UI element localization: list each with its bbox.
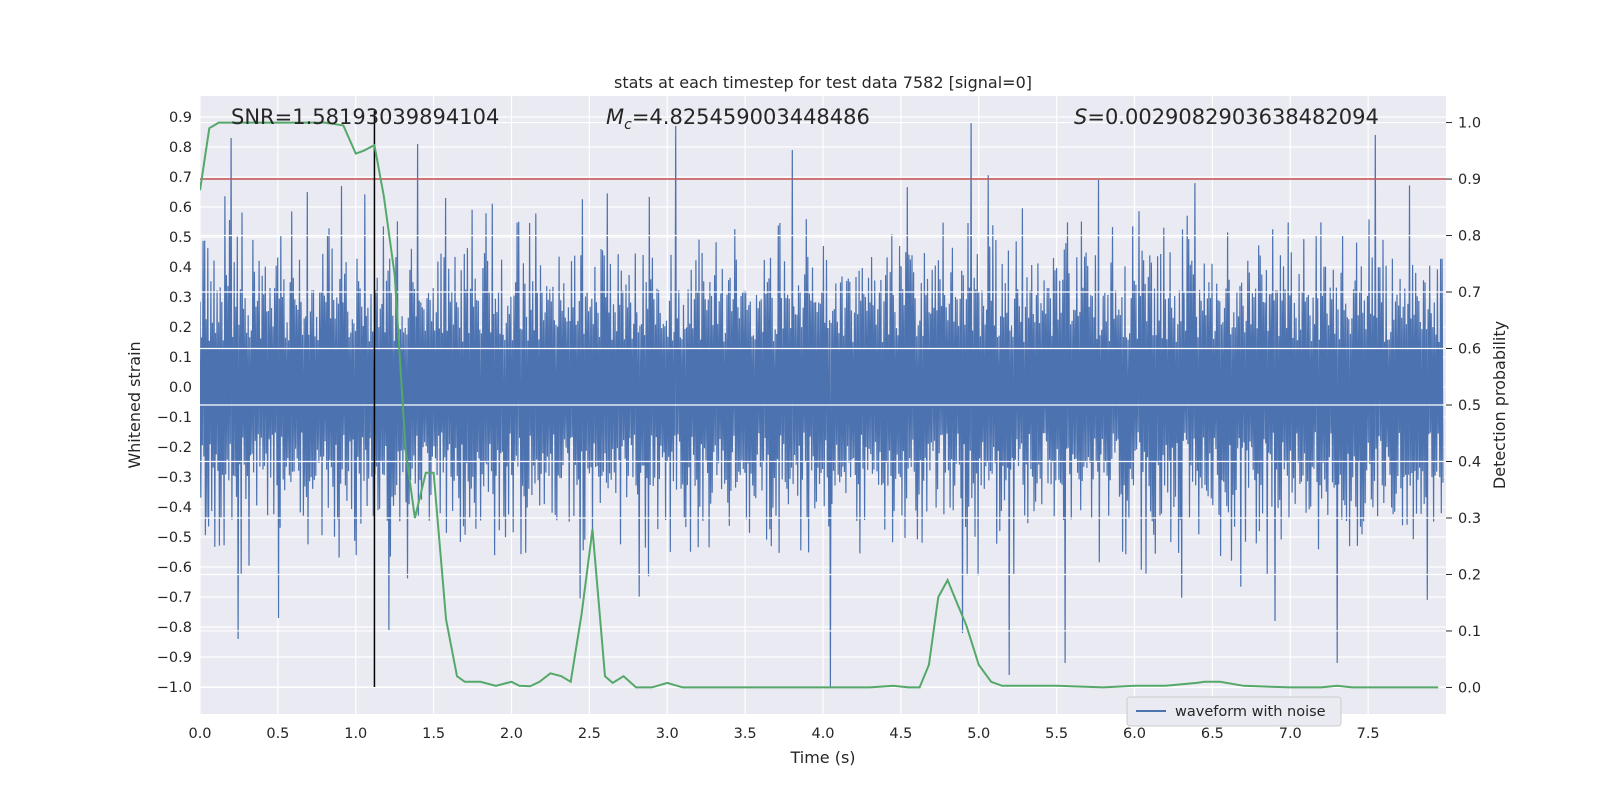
- x-tick-label: 5.5: [1045, 726, 1068, 742]
- y-right-tick-label: 1.0: [1458, 116, 1481, 132]
- y-left-tick-label: 0.5: [169, 230, 192, 246]
- x-tick-label: 3.5: [734, 726, 757, 742]
- x-tick-label: 1.0: [344, 726, 367, 742]
- y-left-tick-label: −0.7: [157, 590, 192, 606]
- y-left-tick-label: −0.6: [157, 560, 192, 576]
- y-left-tick-label: 0.9: [169, 110, 192, 126]
- y-left-tick-label: −0.3: [157, 470, 192, 486]
- y-right-tick-label: 0.0: [1458, 680, 1481, 696]
- y-left-tick-label: −0.1: [157, 410, 192, 426]
- y-right-tick-label: 0.5: [1458, 398, 1481, 414]
- x-tick-label: 4.0: [811, 726, 834, 742]
- y-left-tick-label: −0.5: [157, 530, 192, 546]
- chirp-mass-value: =4.825459003448486: [632, 105, 870, 129]
- x-tick-label: 0.0: [188, 726, 211, 742]
- y-right-axis-ticks: 1.0 0.9 0.8 0.7 0.6 0.5 0.4 0.3 0.2 0.1 0.0: [1446, 116, 1481, 696]
- y-left-tick-label: 0.6: [169, 200, 192, 216]
- y-left-tick-label: −0.2: [157, 440, 192, 456]
- y-left-tick-label: 0.4: [169, 260, 192, 276]
- y-right-tick-label: 0.4: [1458, 454, 1481, 470]
- x-tick-label: 7.5: [1357, 726, 1380, 742]
- legend-box: [1126, 696, 1342, 727]
- chirp-mass-symbol: M: [606, 105, 624, 129]
- x-tick-label: 6.0: [1123, 726, 1146, 742]
- y-left-tick-label: 0.1: [169, 350, 192, 366]
- y-left-tick-label: −0.8: [157, 620, 192, 636]
- y-left-tick-label: −0.9: [157, 650, 192, 666]
- s-symbol: S: [1074, 105, 1087, 129]
- y-left-axis-ticks: 0.9 0.8 0.7 0.6 0.5 0.4 0.3 0.2 0.1 0.0 −0.1 −0.2 −0…: [157, 110, 192, 696]
- chirp-mass-subscript: c: [624, 117, 632, 133]
- y-right-tick-label: 0.3: [1458, 511, 1481, 527]
- s-value: =0.0029082903638482094: [1087, 105, 1379, 129]
- y-right-tick-label: 0.7: [1458, 285, 1481, 301]
- x-tick-label: 0.5: [266, 726, 289, 742]
- y-left-tick-label: 0.7: [169, 170, 192, 186]
- x-tick-label: 2.0: [500, 726, 523, 742]
- x-tick-label: 4.5: [889, 726, 912, 742]
- x-tick-label: 7.0: [1279, 726, 1302, 742]
- snr-annotation: SNR=1.58193039894104: [231, 105, 499, 129]
- y-left-tick-label: −0.4: [157, 500, 192, 516]
- x-tick-label: 3.0: [656, 726, 679, 742]
- x-tick-label: 1.5: [422, 726, 445, 742]
- legend-label-waveform: waveform with noise: [1175, 704, 1326, 720]
- legend: waveform with noise: [1126, 696, 1342, 727]
- y-left-tick-label: −1.0: [157, 680, 192, 696]
- chart-title: stats at each timestep for test data 758…: [614, 73, 1032, 92]
- y-left-tick-label: 0.2: [169, 320, 192, 336]
- y-right-tick-label: 0.2: [1458, 567, 1481, 583]
- y-left-tick-label: 0.3: [169, 290, 192, 306]
- x-tick-label: 2.5: [578, 726, 601, 742]
- x-axis-ticks: 0.0 0.5 1.0 1.5 2.0 2.5 3.0 3.5 4.0 4.5 5.0 5.5 6.0 6…: [188, 726, 1379, 742]
- detection-probability-line: [200, 121, 1439, 689]
- x-axis-label: Time (s): [789, 748, 855, 767]
- y-right-tick-label: 0.1: [1458, 624, 1481, 640]
- y-right-tick-label: 0.6: [1458, 342, 1481, 358]
- x-tick-label: 6.5: [1201, 726, 1224, 742]
- y-right-axis-label: Detection probability: [1490, 321, 1509, 489]
- y-right-tick-label: 0.8: [1458, 229, 1481, 245]
- y-left-axis-label: Whitened strain: [125, 341, 144, 468]
- x-tick-label: 5.0: [967, 726, 990, 742]
- chirp-mass-annotation: Mc=4.825459003448486: [606, 105, 870, 133]
- y-left-tick-label: 0.8: [169, 140, 192, 156]
- y-left-tick-label: 0.0: [169, 380, 192, 396]
- s-annotation: S=0.0029082903638482094: [1074, 105, 1379, 129]
- y-right-tick-label: 0.9: [1458, 172, 1481, 188]
